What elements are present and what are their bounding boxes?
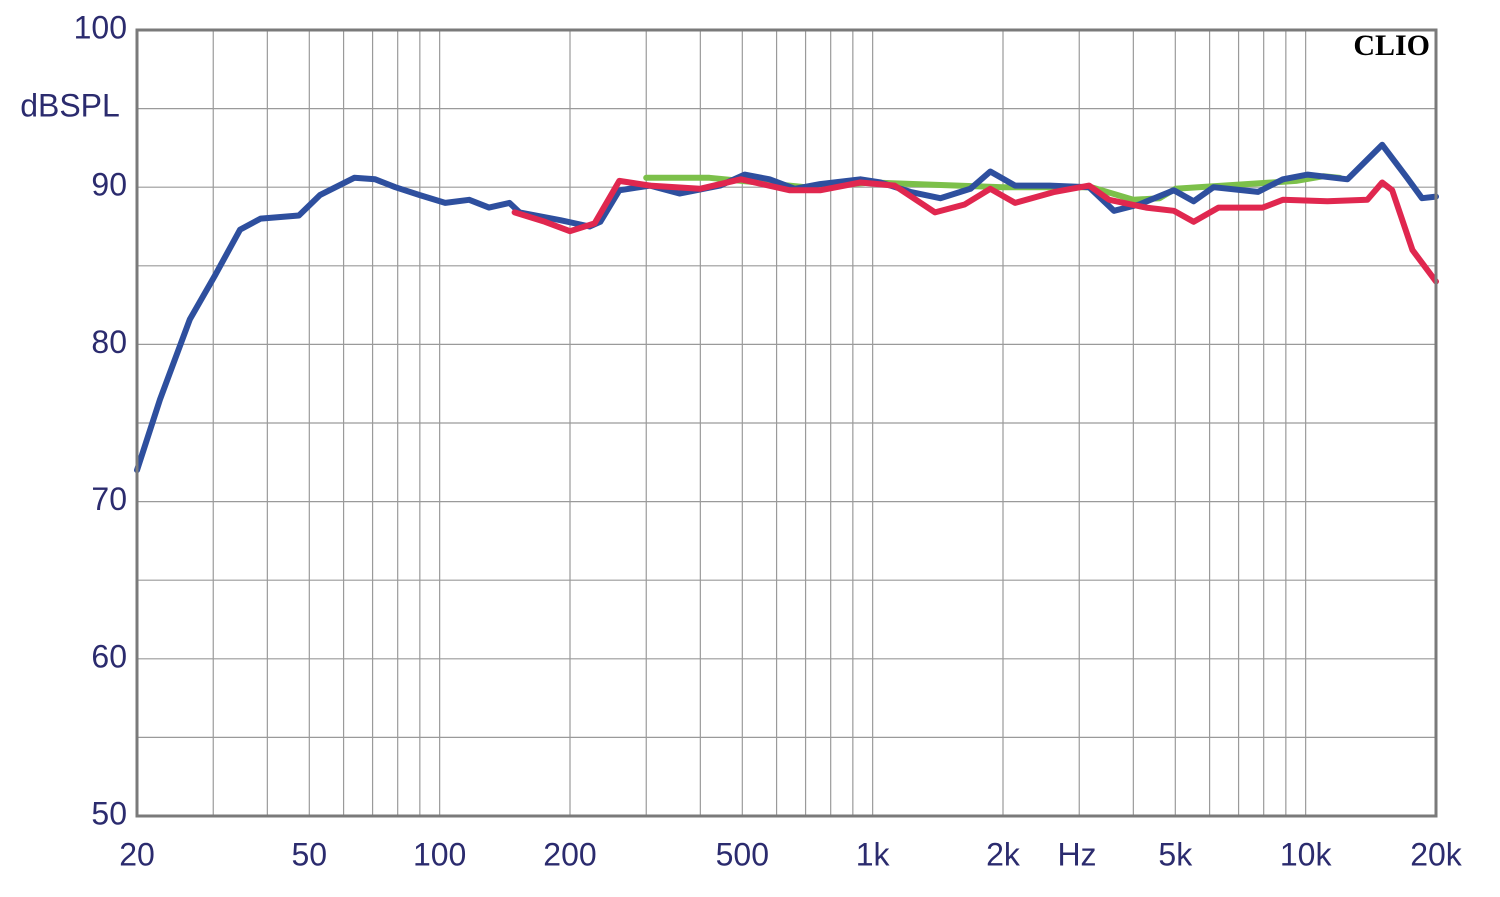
plot-frame <box>135 28 1438 818</box>
series-line <box>134 141 1439 474</box>
y-tick-label: 60 <box>91 638 127 674</box>
lines <box>134 141 1439 474</box>
x-tick-label: 1k <box>856 836 891 872</box>
x-tick-label: 5k <box>1158 836 1193 872</box>
x-tick-label: 500 <box>716 836 769 872</box>
y-tick-label: 70 <box>91 481 127 517</box>
y-axis-label: dBSPL <box>20 87 120 123</box>
x-tick-label: 100 <box>413 836 466 872</box>
x-tick-label: 50 <box>292 836 328 872</box>
x-tick-label: 20 <box>119 836 155 872</box>
x-tick-label: 200 <box>543 836 596 872</box>
series-line <box>511 176 1439 285</box>
x-axis-label: Hz <box>1057 836 1096 872</box>
grid <box>136 29 1437 817</box>
x-tick-label: 20k <box>1410 836 1463 872</box>
y-tick-label: 80 <box>91 324 127 360</box>
brand: CLIO <box>1353 29 1430 62</box>
y-tick-label: 100 <box>74 9 127 45</box>
x-tick-label: 2k <box>986 836 1021 872</box>
x-tick-label: 10k <box>1280 836 1333 872</box>
y-tick-label: 50 <box>91 795 127 831</box>
y-tick-label: 90 <box>91 167 127 203</box>
